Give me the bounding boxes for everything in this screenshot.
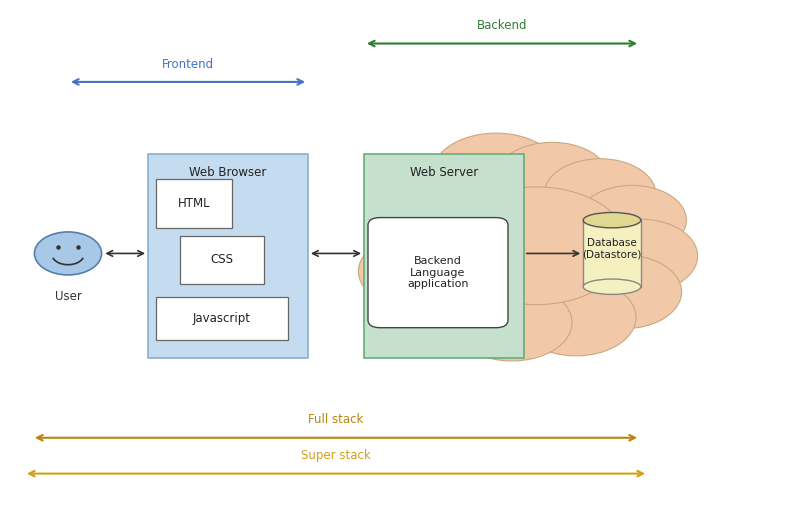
Circle shape [34,232,102,275]
FancyBboxPatch shape [156,297,288,340]
Text: Web Server: Web Server [410,166,478,179]
FancyBboxPatch shape [180,236,264,284]
Text: Web Browser: Web Browser [190,166,266,179]
Text: Backend: Backend [477,19,527,32]
Text: Frontend: Frontend [162,58,214,71]
Text: HTML: HTML [178,197,210,210]
Text: Full stack: Full stack [308,414,364,426]
FancyBboxPatch shape [364,154,524,358]
FancyBboxPatch shape [368,218,508,328]
FancyBboxPatch shape [156,179,232,228]
Ellipse shape [583,212,641,228]
Text: Super stack: Super stack [301,450,371,462]
Text: Database
(Datastore): Database (Datastore) [582,238,642,259]
Ellipse shape [583,279,641,294]
Text: Javascript: Javascript [193,312,251,325]
Text: User: User [54,290,82,303]
FancyBboxPatch shape [148,154,308,358]
Text: CSS: CSS [210,253,234,266]
FancyBboxPatch shape [583,220,641,287]
Text: Backend
Language
application: Backend Language application [407,256,469,289]
